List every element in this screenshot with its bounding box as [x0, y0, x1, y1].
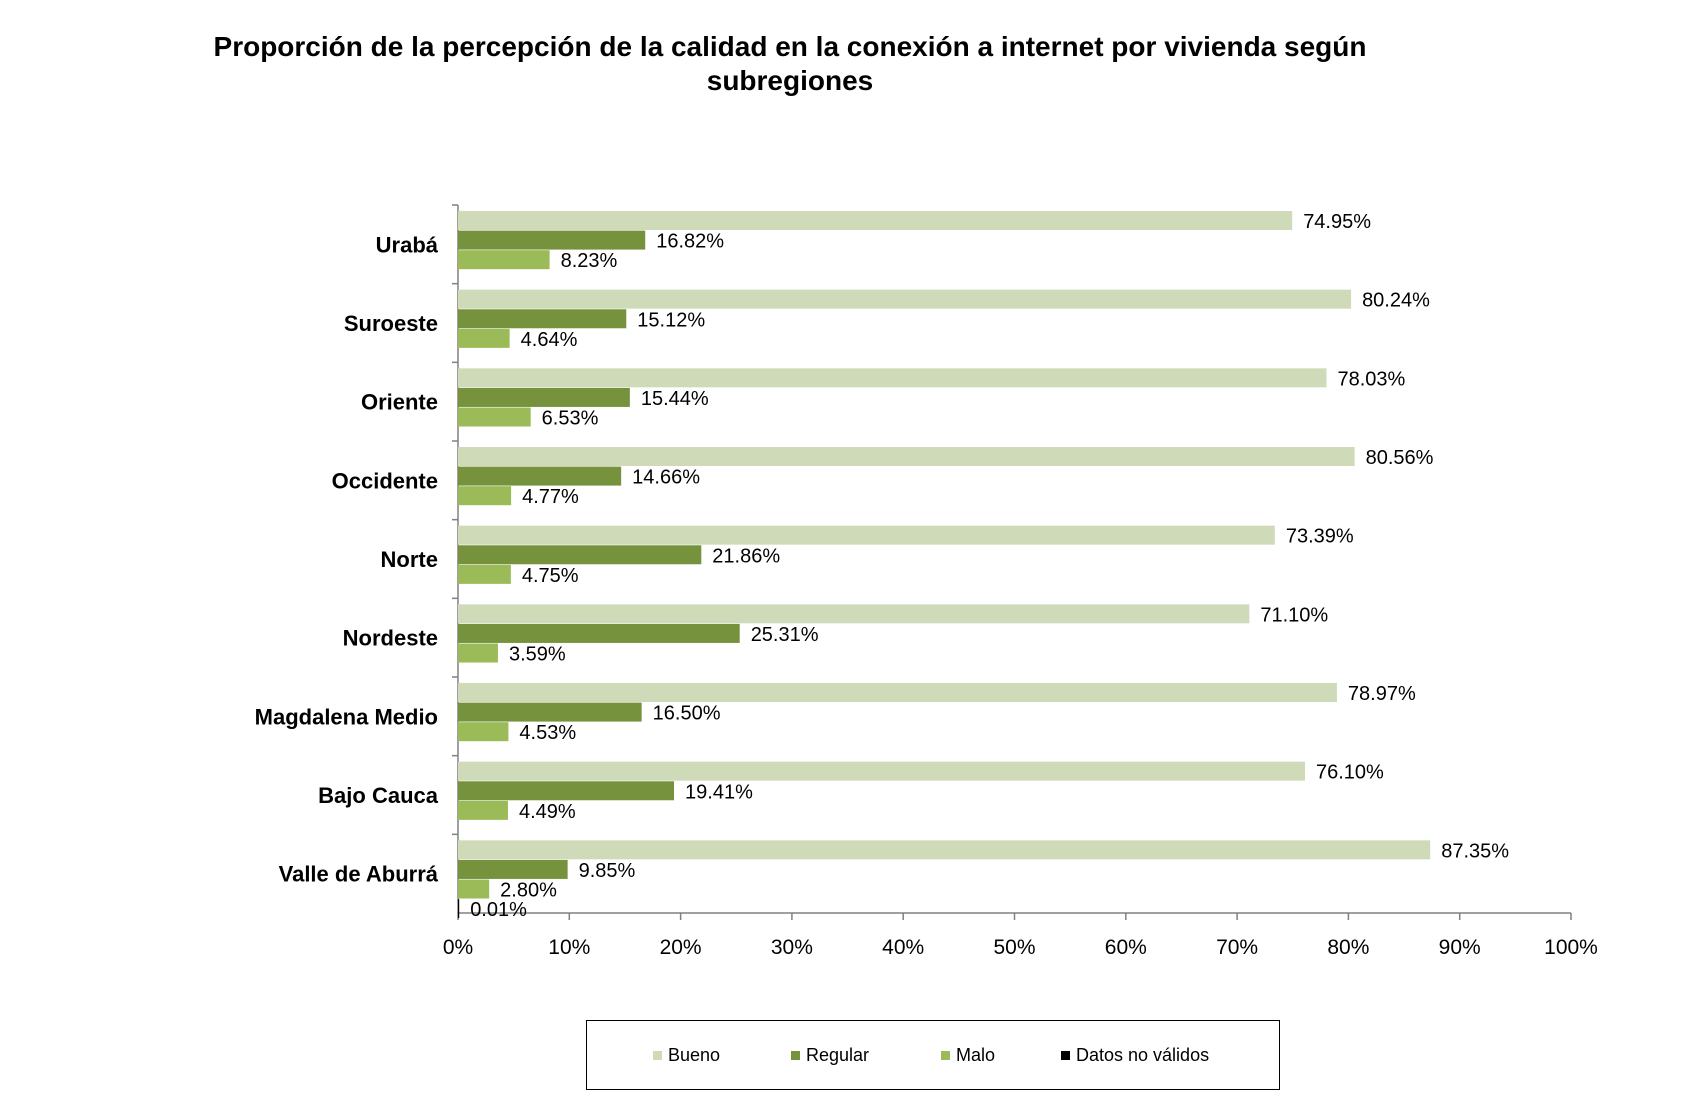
- bar-bueno-occidente: [458, 447, 1355, 466]
- x-tick-label: 90%: [1439, 936, 1481, 959]
- bar-malo-valle-de-aburra: [458, 879, 490, 899]
- category-label-valle-de-aburra: Valle de Aburrá: [279, 862, 439, 887]
- data-label-bueno-magdalena-medio: 78.97%: [1348, 683, 1416, 705]
- bar-bueno-bajo-cauca: [458, 761, 1305, 781]
- bar-regular-uraba: [458, 230, 646, 250]
- bar-malo-occidente: [458, 486, 512, 506]
- bar-malo-norte: [458, 564, 511, 584]
- legend-item-regular: Regular: [791, 1045, 941, 1066]
- category-label-nordeste: Nordeste: [343, 626, 438, 651]
- data-label-regular-valle-de-aburra: 9.85%: [579, 860, 636, 882]
- x-tick-label: 30%: [771, 936, 813, 959]
- legend-label-datos-no-validos: Datos no válidos: [1076, 1044, 1210, 1065]
- data-label-regular-bajo-cauca: 19.41%: [685, 781, 753, 803]
- legend-label-malo: Malo: [956, 1044, 996, 1065]
- chart-plot: 0% 10% 20% 30% 40% 50% 60% 70% 80% 90% 100% Urabá Su…: [255, 204, 1598, 959]
- data-label-malo-suroeste: 4.64%: [521, 329, 578, 351]
- legend-item-malo: Malo: [941, 1045, 1061, 1066]
- x-tick-label: 80%: [1327, 936, 1369, 959]
- data-label-regular-occidente: 14.66%: [632, 467, 700, 489]
- bar-regular-valle-de-aburra: [458, 859, 568, 879]
- data-label-malo-magdalena-medio: 4.53%: [519, 722, 576, 744]
- legend-swatch-bueno: [653, 1050, 662, 1060]
- data-label-malo-occidente: 4.77%: [522, 486, 579, 508]
- legend-swatch-malo: [941, 1050, 950, 1060]
- data-label-regular-suroeste: 15.12%: [637, 309, 705, 331]
- legend-label-bueno: Bueno: [668, 1044, 721, 1065]
- data-label-malo-uraba: 8.23%: [561, 250, 618, 272]
- data-label-malo-valle-de-aburra: 2.80%: [500, 880, 557, 902]
- x-tick-label: 0%: [443, 936, 473, 959]
- bar-regular-norte: [458, 545, 702, 565]
- chart-title-line-1: Proporción de la percepción de la calida…: [213, 31, 1367, 62]
- data-label-bueno-valle-de-aburra: 87.35%: [1441, 840, 1509, 862]
- data-label-bueno-nordeste: 71.10%: [1260, 604, 1328, 626]
- data-label-regular-norte: 21.86%: [712, 545, 780, 567]
- x-tick-label: 100%: [1544, 936, 1598, 959]
- bar-bueno-nordeste: [458, 604, 1250, 624]
- category-label-norte: Norte: [381, 547, 438, 572]
- data-label-bueno-occidente: 80.56%: [1366, 447, 1434, 469]
- bar-regular-suroeste: [458, 309, 627, 329]
- category-label-uraba: Urabá: [376, 232, 439, 257]
- data-label-bueno-oriente: 78.03%: [1337, 368, 1405, 390]
- data-label-malo-nordeste: 3.59%: [509, 644, 566, 666]
- bar-regular-nordeste: [458, 623, 740, 643]
- chart-title: Proporción de la percepción de la calida…: [170, 30, 1410, 98]
- x-tick-label: 60%: [1105, 936, 1147, 959]
- x-tick-label: 40%: [882, 936, 924, 959]
- x-tick-label: 70%: [1216, 936, 1258, 959]
- data-label-datos-no-validos-valle-de-aburra: 0.01%: [470, 899, 527, 921]
- bar-regular-bajo-cauca: [458, 781, 675, 801]
- bar-datos-no-validos-valle-de-aburra: [458, 899, 460, 919]
- bar-malo-bajo-cauca: [458, 800, 508, 820]
- bar-regular-occidente: [458, 466, 622, 486]
- category-label-occidente: Occidente: [332, 468, 438, 493]
- data-label-regular-magdalena-medio: 16.50%: [653, 703, 721, 725]
- bar-malo-oriente: [458, 407, 531, 427]
- bar-malo-magdalena-medio: [458, 722, 509, 742]
- bar-regular-magdalena-medio: [458, 702, 642, 722]
- data-label-bueno-bajo-cauca: 76.10%: [1316, 762, 1384, 784]
- x-tick-label: 10%: [548, 936, 590, 959]
- bar-malo-nordeste: [458, 643, 498, 663]
- bar-malo-uraba: [458, 250, 550, 270]
- bar-bueno-oriente: [458, 368, 1327, 388]
- bar-bueno-magdalena-medio: [458, 683, 1337, 702]
- bar-bueno-suroeste: [458, 289, 1352, 309]
- legend-item-datos-no-validos: Datos no válidos: [1061, 1045, 1209, 1066]
- chart-legend: Bueno Regular Malo Datos no válidos: [586, 1020, 1280, 1090]
- x-tick-label: 50%: [993, 936, 1035, 959]
- x-tick-label: 20%: [660, 936, 702, 959]
- data-label-regular-uraba: 16.82%: [656, 231, 724, 253]
- data-label-malo-norte: 4.75%: [522, 565, 579, 587]
- data-label-regular-oriente: 15.44%: [641, 388, 709, 410]
- data-label-malo-bajo-cauca: 4.49%: [519, 801, 576, 823]
- data-label-malo-oriente: 6.53%: [542, 408, 599, 430]
- category-label-magdalena-medio: Magdalena Medio: [255, 704, 438, 729]
- data-label-bueno-uraba: 74.95%: [1303, 211, 1371, 233]
- data-label-bueno-norte: 73.39%: [1286, 526, 1354, 548]
- category-label-oriente: Oriente: [361, 390, 438, 415]
- bar-bueno-valle-de-aburra: [458, 840, 1431, 860]
- legend-label-regular: Regular: [806, 1044, 870, 1065]
- legend-swatch-regular: [791, 1050, 800, 1060]
- category-label-suroeste: Suroeste: [344, 311, 438, 336]
- data-label-regular-nordeste: 25.31%: [751, 624, 819, 646]
- bar-bueno-uraba: [458, 211, 1293, 230]
- chart-title-line-2: subregiones: [706, 65, 874, 96]
- legend-item-bueno: Bueno: [653, 1045, 791, 1066]
- category-label-bajo-cauca: Bajo Cauca: [318, 783, 439, 808]
- bar-bueno-norte: [458, 525, 1275, 545]
- bar-regular-oriente: [458, 387, 630, 407]
- legend-swatch-datos-no-validos: [1061, 1050, 1070, 1060]
- data-label-bueno-suroeste: 80.24%: [1362, 290, 1430, 312]
- bar-malo-suroeste: [458, 328, 510, 348]
